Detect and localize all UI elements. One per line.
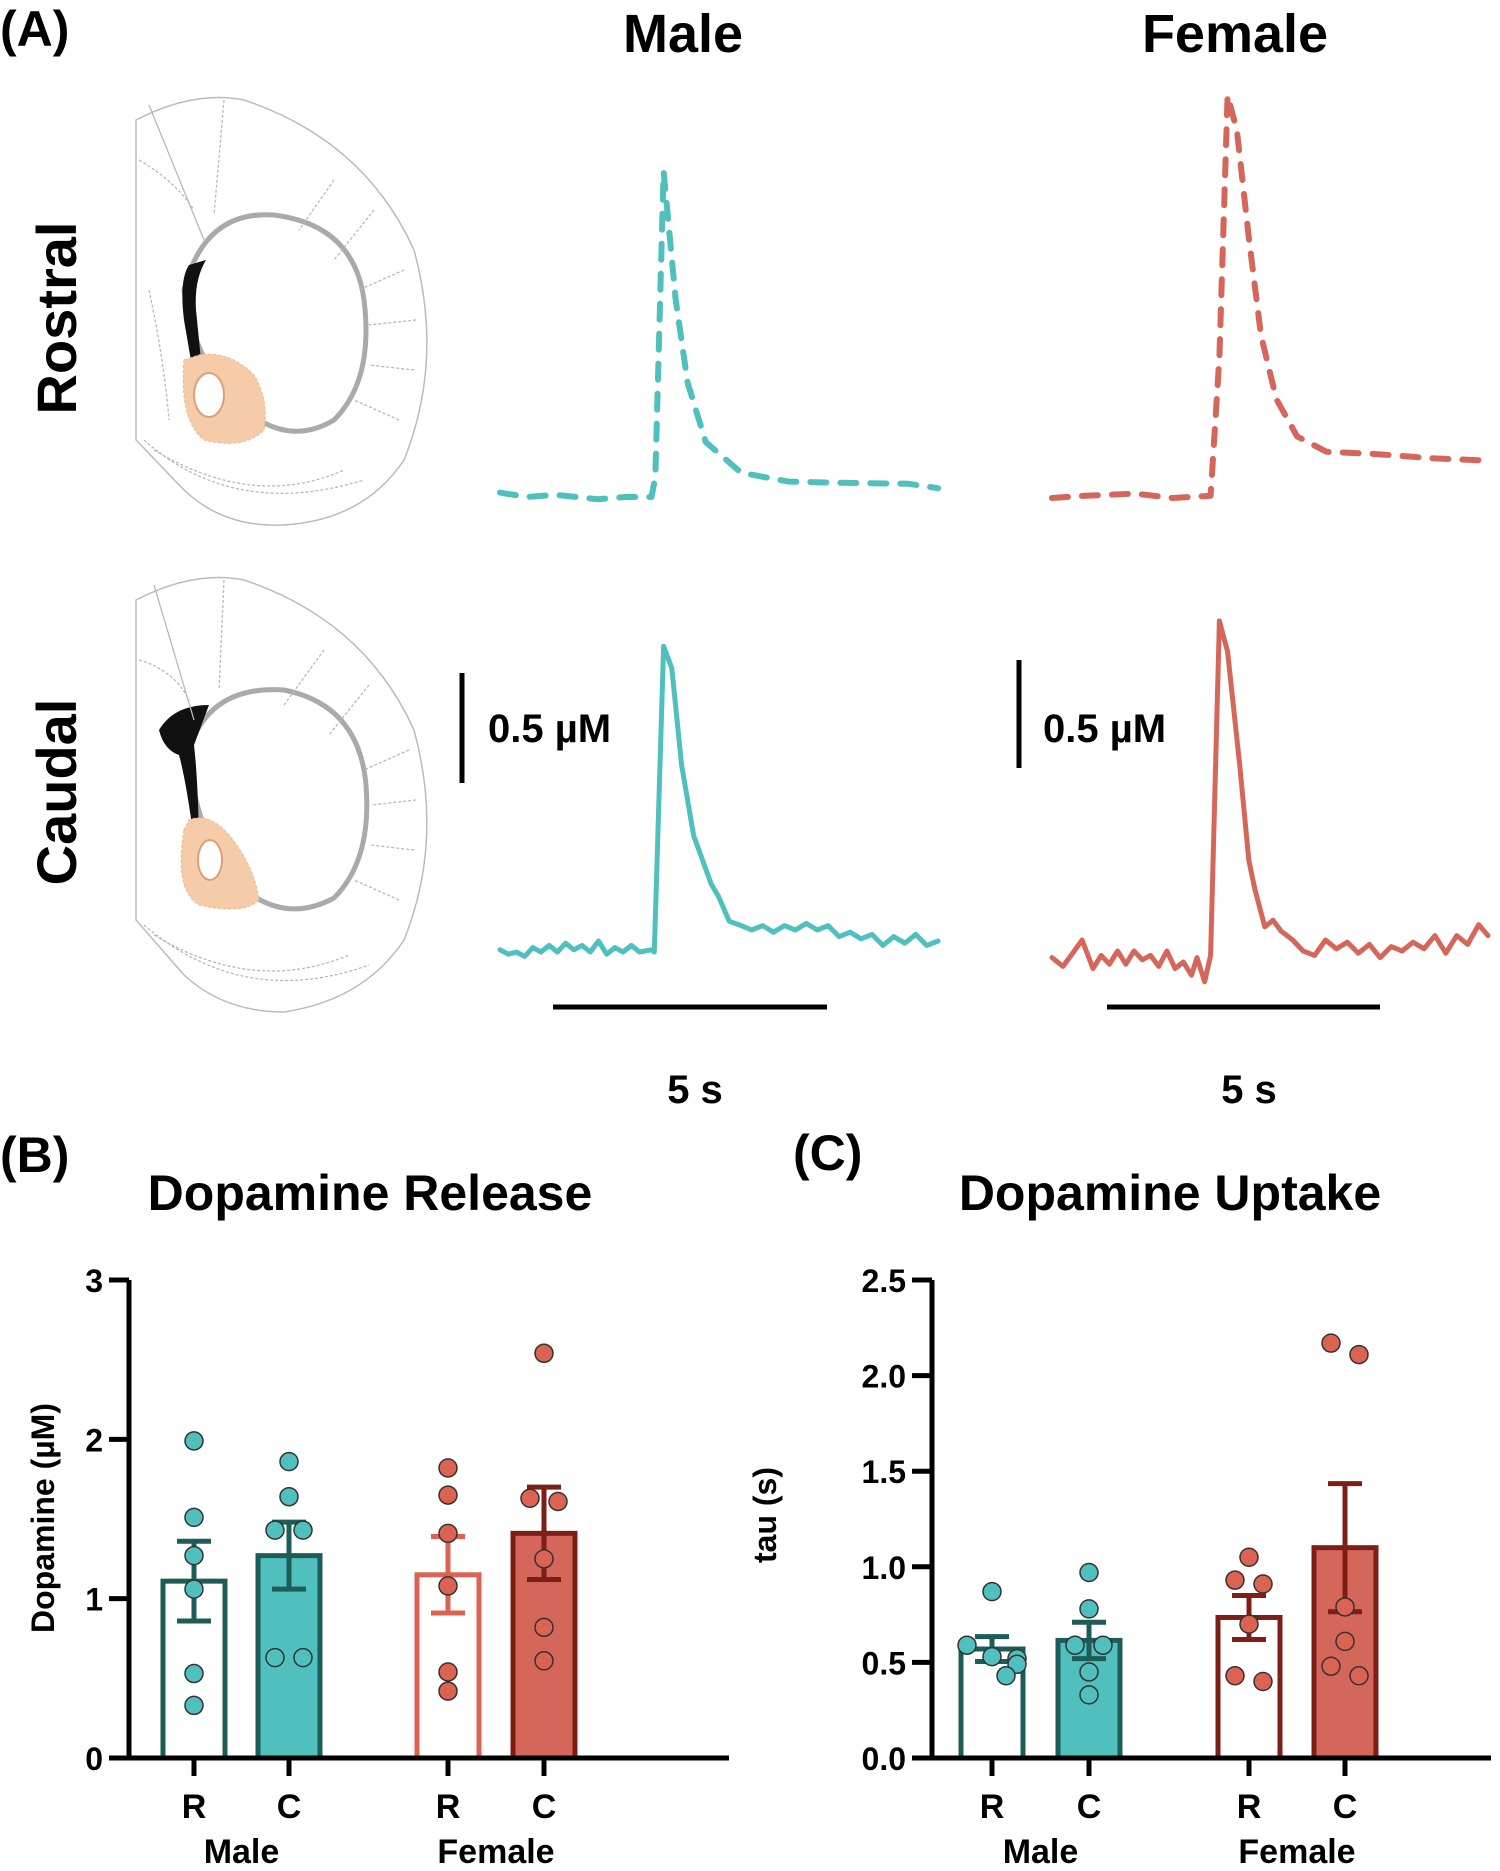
y-tick-label-uptake: 1.5 [862, 1454, 906, 1490]
data-point-release-female-r [438, 1576, 458, 1596]
data-point-uptake-male-c [1065, 1635, 1085, 1655]
row-header-caudal: Caudal [25, 699, 88, 886]
y-axis-label-uptake: tau (s) [747, 1467, 783, 1563]
x-tick-label-release-male-r: R [182, 1788, 207, 1826]
traces-group [497, 92, 1491, 985]
bar-chart-release: R C R C 0 1 2 3 Male Female [85, 1263, 729, 1871]
trace-male-caudal [497, 643, 941, 959]
data-point-release-female-r [438, 1523, 458, 1544]
data-point-release-female-r [438, 1681, 458, 1701]
data-point-uptake-female-r [1253, 1574, 1273, 1594]
data-point-release-male-c [293, 1520, 313, 1540]
data-point-release-male-r [184, 1579, 204, 1599]
panel-label-c: (C) [793, 1125, 862, 1181]
data-point-release-male-r [184, 1545, 204, 1566]
data-point-uptake-female-r [1239, 1614, 1259, 1634]
y-tick-label-uptake: 0.5 [862, 1645, 906, 1681]
chart-title-release: Dopamine Release [148, 1165, 593, 1221]
data-point-release-female-r [438, 1662, 458, 1682]
data-point-uptake-female-c [1321, 1656, 1341, 1676]
data-point-release-female-c [534, 1549, 554, 1569]
y-tick-label-release: 0 [85, 1741, 103, 1777]
group-label-female-uptake: Female [1238, 1833, 1355, 1871]
panel-label-a: (A) [0, 1, 69, 57]
data-point-uptake-male-c [1079, 1662, 1099, 1682]
data-point-release-male-r [184, 1507, 204, 1528]
x-tick-label-release-female-r: R [436, 1788, 461, 1826]
data-point-uptake-female-r [1253, 1671, 1273, 1692]
scale-label-time-male: 5 s [667, 1068, 723, 1112]
data-point-release-male-c [279, 1486, 299, 1507]
data-point-release-male-c [279, 1451, 299, 1472]
y-tick-label-release: 3 [85, 1263, 103, 1299]
bar-chart-uptake: R C R C 0.0 0.5 1.0 1.5 2.0 2.5 Male Female [862, 1263, 1491, 1871]
trace-female-rostral [1049, 92, 1491, 501]
data-point-uptake-male-c [1079, 1685, 1099, 1705]
group-label-female-release: Female [437, 1833, 554, 1871]
y-tick-label-uptake: 0.0 [862, 1741, 906, 1777]
scale-label-concentration-female: 0.5 µM [1043, 707, 1166, 751]
data-point-uptake-male-r [982, 1646, 1002, 1667]
group-label-male-uptake: Male [1003, 1833, 1079, 1871]
data-point-release-female-r [438, 1485, 458, 1505]
data-point-uptake-male-r [996, 1666, 1016, 1686]
data-point-uptake-female-c [1321, 1333, 1341, 1353]
x-tick-label-release-female-c: C [532, 1788, 557, 1826]
y-tick-label-release: 1 [85, 1582, 103, 1618]
data-point-release-male-c [265, 1520, 285, 1540]
data-point-release-female-c [534, 1651, 554, 1671]
x-tick-label-uptake-male-c: C [1077, 1788, 1102, 1826]
x-tick-label-uptake-male-r: R [980, 1788, 1005, 1826]
data-point-uptake-male-c [1079, 1562, 1099, 1583]
data-point-release-female-c [534, 1617, 554, 1638]
y-tick-label-uptake: 2.5 [862, 1263, 906, 1299]
data-point-release-female-c [534, 1343, 554, 1364]
trace-male-rostral [497, 168, 942, 503]
brain-section-caudal-image [135, 576, 428, 1013]
row-header-rostral: Rostral [25, 222, 88, 415]
x-tick-label-release-male-c: C [277, 1788, 302, 1826]
y-tick-label-release: 2 [85, 1422, 103, 1458]
data-point-uptake-female-r [1225, 1666, 1245, 1686]
chart-title-uptake: Dopamine Uptake [959, 1165, 1381, 1221]
data-point-release-male-c [265, 1647, 285, 1668]
y-axis-label-release: Dopamine (µM) [25, 1403, 61, 1633]
x-tick-label-uptake-female-r: R [1237, 1788, 1262, 1826]
data-point-uptake-female-c [1335, 1597, 1355, 1617]
data-point-uptake-male-r [957, 1635, 977, 1655]
data-point-release-male-r [184, 1663, 204, 1684]
panel-label-b: (B) [0, 1127, 69, 1183]
scale-label-concentration-male: 0.5 µM [488, 707, 611, 751]
column-header-female: Female [1142, 4, 1328, 64]
trace-female-caudal [1049, 618, 1491, 985]
brain-section-rostral-image [135, 96, 428, 526]
group-label-male-release: Male [204, 1833, 280, 1871]
data-point-release-male-c [293, 1647, 313, 1668]
data-point-uptake-female-r [1225, 1570, 1245, 1590]
scale-label-time-female: 5 s [1221, 1068, 1277, 1112]
data-point-release-male-r [184, 1431, 204, 1451]
y-tick-label-uptake: 2.0 [862, 1359, 906, 1395]
y-tick-label-uptake: 1.0 [862, 1550, 906, 1586]
x-tick-label-uptake-female-c: C [1333, 1788, 1358, 1826]
data-point-uptake-male-r [982, 1581, 1002, 1602]
data-point-release-female-r [438, 1458, 458, 1478]
data-point-release-male-r [184, 1695, 204, 1716]
data-point-uptake-female-r [1239, 1547, 1259, 1567]
data-point-uptake-male-c [1093, 1635, 1113, 1655]
data-point-uptake-male-c [1079, 1599, 1099, 1619]
data-point-release-female-c [548, 1491, 568, 1512]
data-point-uptake-female-c [1335, 1631, 1355, 1652]
data-point-uptake-female-c [1349, 1666, 1369, 1686]
data-point-uptake-female-c [1349, 1344, 1369, 1365]
column-header-male: Male [623, 4, 743, 64]
data-point-release-female-c [520, 1488, 540, 1509]
